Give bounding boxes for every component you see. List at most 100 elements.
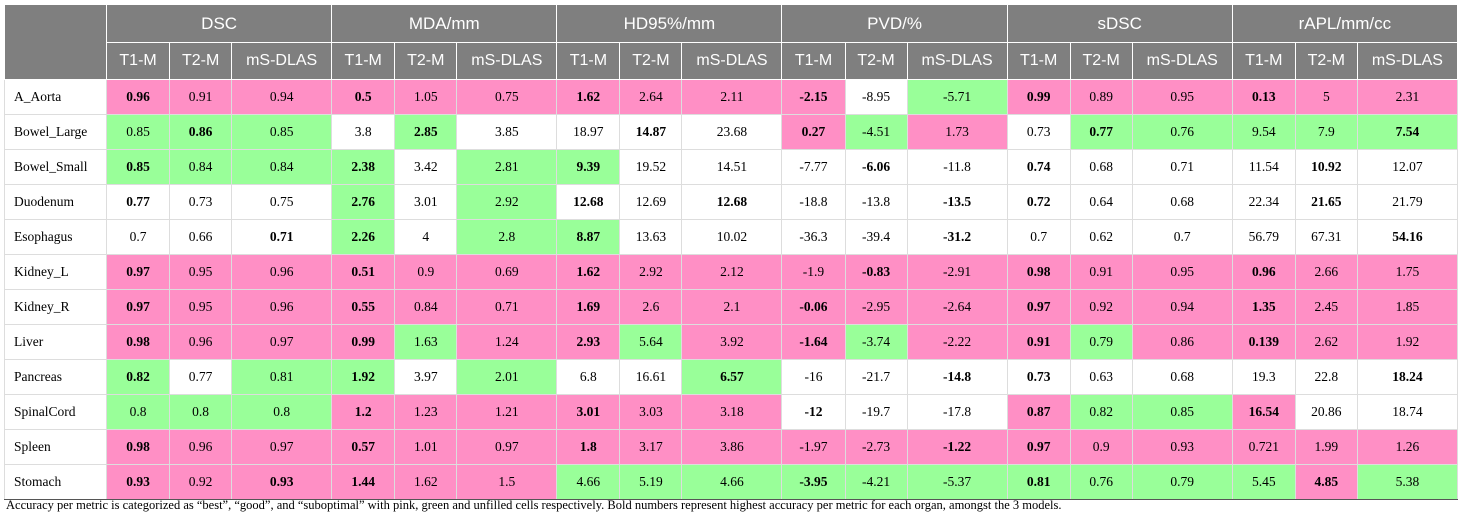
table-cell: 3.01 [556,394,621,430]
table-cell: -7.77 [781,149,846,185]
metric-header: HD95%/mm [556,4,783,43]
table-cell: 3.92 [681,324,783,360]
table-cell: 0.81 [1006,464,1071,500]
model-header: T1-M [331,42,396,80]
table-row: Duodenum 0.77 0.73 0.75 2.76 3.01 2.92 12.68 12.… [3,184,1459,220]
table-cell: 0.93 [1131,429,1233,465]
table-cell: 3.86 [681,429,783,465]
model-header: T2-M [394,42,458,80]
table-cell: 2.31 [1356,79,1459,115]
organ-label: Spleen [3,429,108,465]
table-cell: 1.85 [1356,289,1459,325]
model-header: T2-M [619,42,683,80]
table-cell: 1.35 [1231,289,1296,325]
table-cell: 14.87 [619,114,683,150]
table-cell: 0.98 [1006,254,1071,290]
table-cell: 14.51 [681,149,783,185]
organ-label: SpinalCord [3,394,108,430]
table-cell: 3.85 [456,114,558,150]
table-cell: 0.82 [106,359,171,395]
table-cell: 1.01 [394,429,458,465]
table-cell: 0.95 [169,289,233,325]
table-cell: -31.2 [906,219,1008,255]
table-cell: 4.66 [556,464,621,500]
table-cell: 10.92 [1294,149,1358,185]
table-cell: 0.76 [1069,464,1133,500]
table-cell: 18.74 [1356,394,1459,430]
table-cell: 0.71 [231,219,333,255]
table-cell: 1.92 [331,359,396,395]
table-cell: 0.98 [106,324,171,360]
table-cell: 12.07 [1356,149,1459,185]
table-row: Bowel_Large 0.85 0.86 0.85 3.8 2.85 3.85 18.97 1… [3,114,1459,150]
table-cell: -17.8 [906,394,1008,430]
table-cell: 22.34 [1231,184,1296,220]
table-cell: 2.01 [456,359,558,395]
table-cell: -2.95 [844,289,908,325]
table-cell: 1.24 [456,324,558,360]
table-cell: 4 [394,219,458,255]
table-cell: 1.75 [1356,254,1459,290]
table-cell: 2.85 [394,114,458,150]
table-row: Stomach 0.93 0.92 0.93 1.44 1.62 1.5 4.66 5.19 4.… [3,464,1459,500]
table-cell: 0.77 [106,184,171,220]
table-cell: -4.51 [844,114,908,150]
organ-label: A_Aorta [3,79,108,115]
table-cell: -2.73 [844,429,908,465]
table-cell: 0.68 [1131,359,1233,395]
table-cell: -18.8 [781,184,846,220]
table-cell: 0.96 [106,79,171,115]
table-cell: 0.73 [1006,114,1071,150]
table-cell: 2.6 [619,289,683,325]
table-cell: 0.68 [1131,184,1233,220]
table-cell: 1.69 [556,289,621,325]
table-cell: 0.71 [456,289,558,325]
metric-header: DSC [106,4,333,43]
model-header: mS-DLAS [681,42,783,80]
metric-header: sDSC [1006,4,1233,43]
table-cell: 2.38 [331,149,396,185]
model-header: T2-M [1069,42,1133,80]
organ-label: Duodenum [3,184,108,220]
table-cell: 2.45 [1294,289,1358,325]
table-cell: 0.66 [169,219,233,255]
table-cell: 0.721 [1231,429,1296,465]
table-cell: 0.85 [231,114,333,150]
table-cell: 3.17 [619,429,683,465]
table-cell: 1.8 [556,429,621,465]
table-cell: -1.64 [781,324,846,360]
table-cell: 54.16 [1356,219,1459,255]
table-cell: 0.92 [169,464,233,500]
results-table: DSC MDA/mm HD95%/mm PVD/% sDSC rAPL/mm/cc T1-… [3,4,1459,500]
corner-cell [3,4,108,80]
table-cell: 0.96 [169,429,233,465]
table-cell: 0.51 [331,254,396,290]
table-row: Spleen 0.98 0.96 0.97 0.57 1.01 0.97 1.8 3.17 3.8… [3,429,1459,465]
model-header: T1-M [1231,42,1296,80]
table-cell: 0.76 [1131,114,1233,150]
table-cell: 0.72 [1006,184,1071,220]
table-cell: 3.42 [394,149,458,185]
table-cell: 12.68 [556,184,621,220]
table-cell: 2.8 [456,219,558,255]
table-cell: 21.65 [1294,184,1358,220]
table-cell: 0.139 [1231,324,1296,360]
metric-header: PVD/% [781,4,1008,43]
table-cell: 1.62 [394,464,458,500]
table-cell: 0.55 [331,289,396,325]
table-cell: 0.69 [456,254,558,290]
table-cell: -5.71 [906,79,1008,115]
table-cell: 3.8 [331,114,396,150]
table-cell: 0.99 [1006,79,1071,115]
table-cell: 0.13 [1231,79,1296,115]
table-cell: -36.3 [781,219,846,255]
table-cell: 12.69 [619,184,683,220]
table-cell: 0.93 [231,464,333,500]
table-cell: 0.84 [394,289,458,325]
table-cell: 9.39 [556,149,621,185]
table-cell: 0.91 [1069,254,1133,290]
table-cell: 0.84 [169,149,233,185]
organ-label: Pancreas [3,359,108,395]
table-cell: 0.71 [1131,149,1233,185]
table-cell: -14.8 [906,359,1008,395]
